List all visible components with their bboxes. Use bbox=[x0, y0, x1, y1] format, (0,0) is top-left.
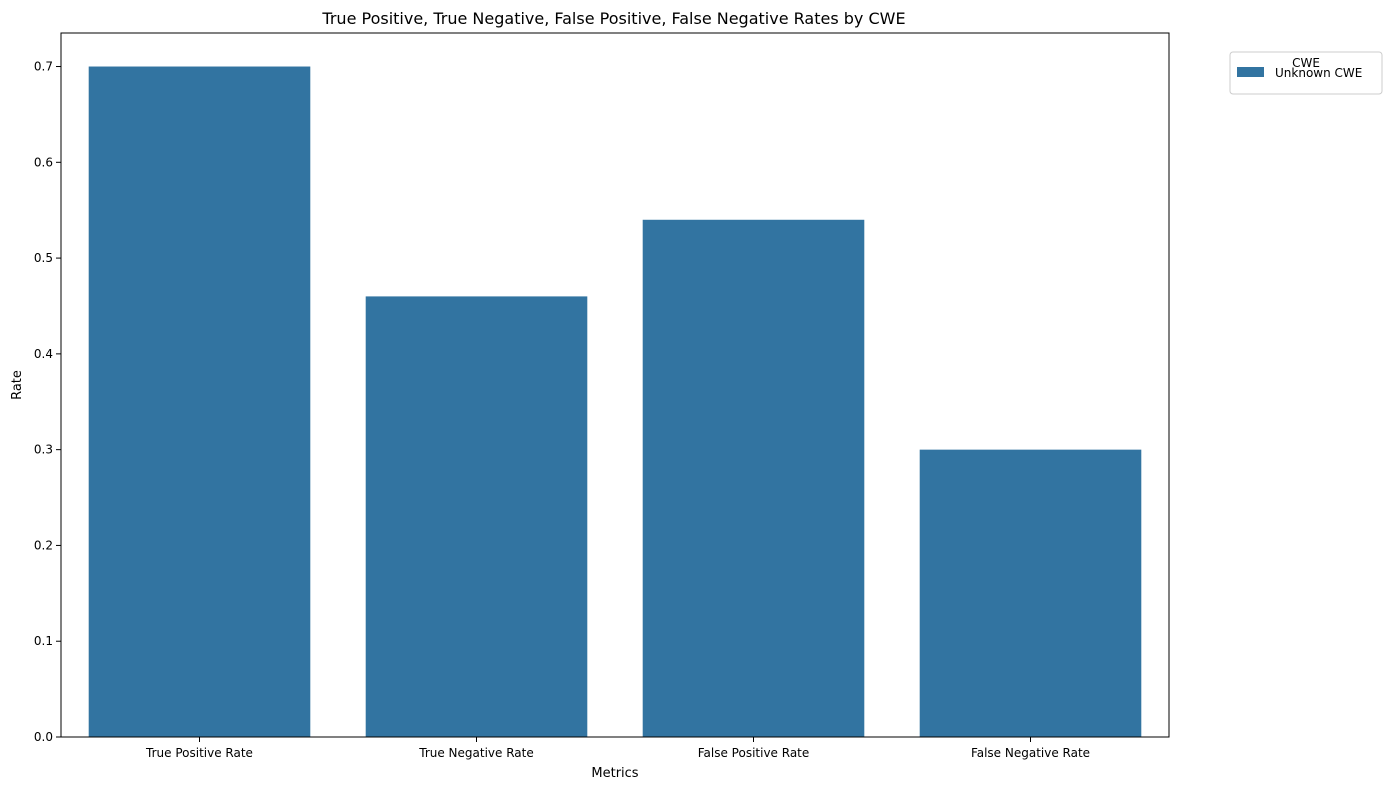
legend-swatch bbox=[1237, 67, 1264, 77]
x-axis-label: Metrics bbox=[591, 766, 638, 781]
y-tick-label: 0.7 bbox=[34, 60, 53, 74]
y-tick-label: 0.0 bbox=[34, 730, 53, 744]
y-tick-label: 0.1 bbox=[34, 634, 53, 648]
y-axis-ticks: 0.0 0.1 0.2 0.3 0.4 0.5 0.6 0.7 bbox=[34, 60, 61, 744]
y-tick-label: 0.4 bbox=[34, 347, 53, 361]
plot-frame bbox=[60, 32, 1170, 738]
bar bbox=[88, 66, 311, 738]
x-tick-label: False Negative Rate bbox=[971, 746, 1090, 760]
legend-label: Unknown CWE bbox=[1275, 66, 1362, 80]
bars bbox=[88, 66, 1142, 738]
legend-title: CWE bbox=[1292, 56, 1320, 70]
bar bbox=[365, 296, 588, 737]
y-tick-label: 0.5 bbox=[34, 251, 53, 265]
x-tick-label: False Positive Rate bbox=[698, 746, 810, 760]
bar bbox=[642, 219, 865, 737]
legend: CWE Unknown CWE bbox=[1229, 51, 1383, 95]
y-axis-label: Rate bbox=[10, 370, 25, 400]
legend-box bbox=[1229, 51, 1383, 95]
x-axis-ticks: True Positive Rate True Negative Rate Fals… bbox=[145, 737, 1090, 760]
y-tick-label: 0.3 bbox=[34, 443, 53, 457]
bar bbox=[919, 449, 1142, 737]
x-tick-label: True Positive Rate bbox=[145, 746, 253, 760]
chart-title: True Positive, True Negative, False Posi… bbox=[321, 9, 905, 28]
y-tick-label: 0.2 bbox=[34, 538, 53, 552]
x-tick-label: True Negative Rate bbox=[418, 746, 534, 760]
y-tick-label: 0.6 bbox=[34, 155, 53, 169]
